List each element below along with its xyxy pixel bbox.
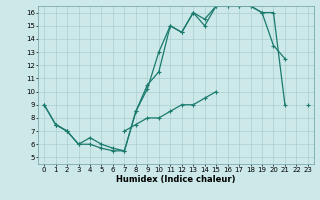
X-axis label: Humidex (Indice chaleur): Humidex (Indice chaleur): [116, 175, 236, 184]
